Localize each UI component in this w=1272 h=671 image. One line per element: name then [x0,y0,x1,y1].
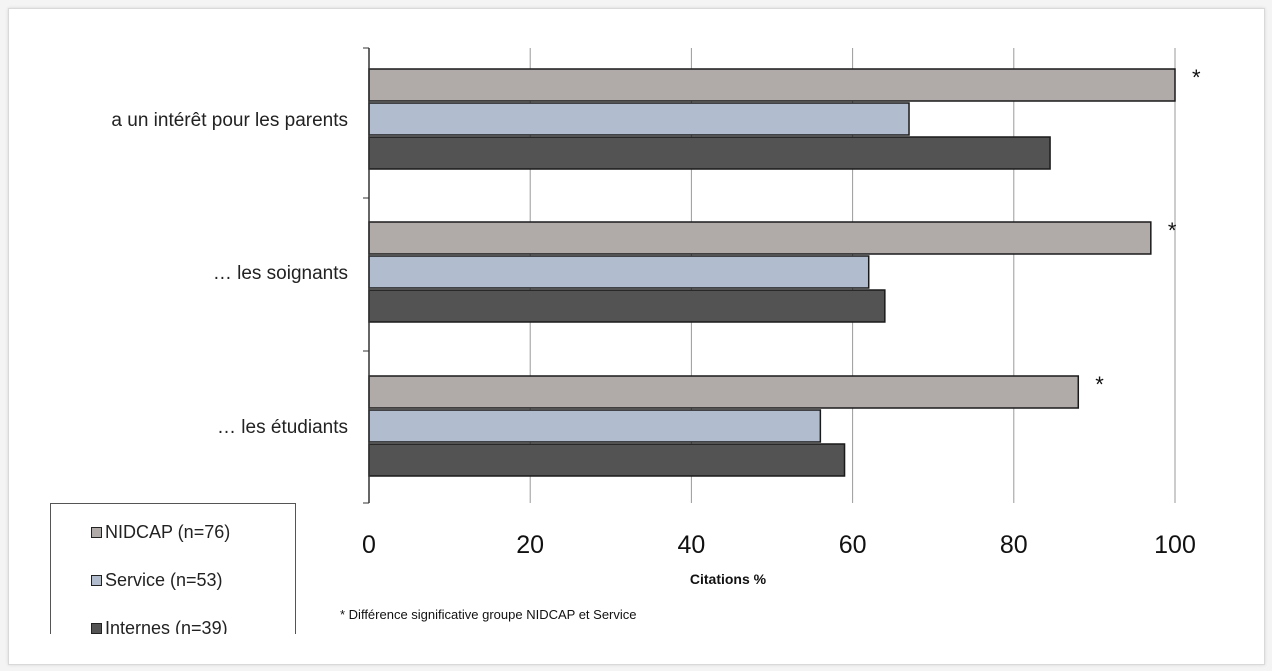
bar-internes-2 [368,289,886,323]
legend-item-internes: Internes (n=39) [91,618,228,634]
bar-service-2 [368,255,870,289]
bars [368,68,1176,477]
significance-markers: * * * [1095,65,1201,397]
x-tick-label-40: 40 [677,531,705,559]
bar-nidcap-2 [368,221,1152,255]
bar-nidcap-1 [368,68,1176,102]
bar-service-1 [368,102,910,136]
significance-star-3: * [1095,372,1104,397]
bar-internes-3 [368,443,846,477]
x-tick-label-60: 60 [839,531,867,559]
footnote: * Différence significative groupe NIDCAP… [340,607,637,622]
bar-internes-1 [368,136,1051,170]
category-label-2: … les soignants [213,263,348,284]
legend-label-nidcap: NIDCAP (n=76) [105,522,231,542]
category-label-1: a un intérêt pour les parents [111,110,348,131]
x-axis-label: Citations % [690,571,767,587]
bar-service-3 [368,409,822,443]
legend-label-service: Service (n=53) [105,570,223,590]
significance-star-2: * [1168,218,1177,243]
legend: NIDCAP (n=76) Service (n=53) Internes (n… [50,503,296,634]
legend-swatch-service [91,575,102,586]
bar-nidcap-3 [368,375,1080,409]
category-labels: a un intérêt pour les parents … les soign… [111,110,348,438]
x-tick-label-0: 0 [362,531,376,559]
category-label-3: … les étudiants [217,417,348,438]
legend-swatch-internes [91,623,102,634]
x-tick-label-100: 100 [1154,531,1196,559]
axes [363,47,370,504]
x-tick-labels: 0 20 40 60 80 100 [362,531,1196,559]
legend-swatch-nidcap [91,527,102,538]
x-tick-label-20: 20 [516,531,544,559]
significance-star-1: * [1192,65,1201,90]
x-tick-label-80: 80 [1000,531,1028,559]
legend-label-internes: Internes (n=39) [105,618,228,634]
legend-item-service: Service (n=53) [91,570,223,591]
legend-item-nidcap: NIDCAP (n=76) [91,522,230,543]
